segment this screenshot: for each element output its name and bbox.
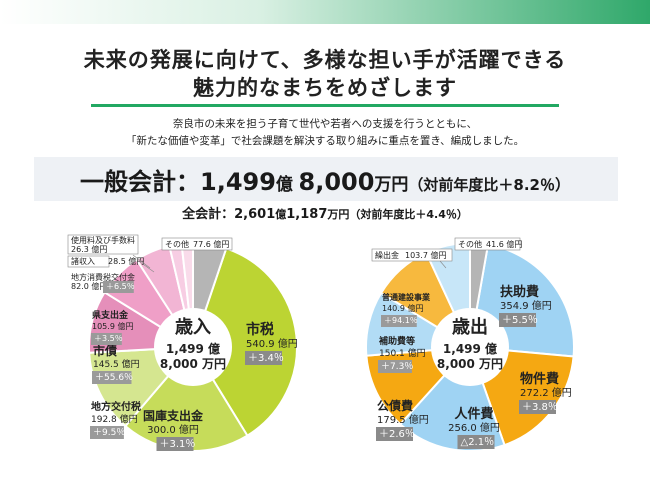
page-title-line2: 魅力的なまちをめざします bbox=[193, 76, 457, 100]
expenditure-change-0-bg bbox=[499, 313, 536, 327]
expenditure-change-5-bg bbox=[381, 315, 417, 327]
revenue-name-4: 県支出金 bbox=[92, 309, 129, 321]
general-account-band bbox=[34, 157, 618, 201]
general-account-change: （対前年度比＋8.2％） bbox=[408, 176, 570, 194]
general-account-summary: 一般会計：1,499億 8,000万円（対前年度比＋8.2％） bbox=[0, 162, 650, 197]
revenue-change-3: ＋55.6％ bbox=[95, 372, 133, 383]
top-gradient-bar bbox=[0, 0, 650, 24]
expenditure-change-2-bg bbox=[457, 435, 495, 449]
revenue-leader-7 bbox=[132, 254, 151, 269]
expenditure-leader-6 bbox=[439, 260, 447, 269]
revenue-value-7: 26.3 億円 bbox=[71, 244, 107, 254]
expenditure-name-0: 扶助費 bbox=[500, 284, 539, 300]
all-accounts-oku-unit: 億 bbox=[275, 208, 287, 221]
expenditure-value-5: 140.9 億円 bbox=[382, 303, 423, 313]
revenue-center-total-2: 8,000 万円 bbox=[160, 357, 226, 371]
revenue-name-3: 市債 bbox=[93, 343, 117, 358]
all-accounts-man-unit: 万円 bbox=[327, 208, 350, 221]
revenue-value-5: 82.0 億円 bbox=[71, 281, 107, 291]
revenue-center-hole bbox=[154, 308, 232, 386]
revenue-change-5-bg bbox=[103, 281, 134, 293]
revenue-value-1: 300.0 億円 bbox=[147, 423, 199, 436]
all-accounts-man: 1,187 bbox=[286, 207, 328, 222]
expenditure-change-4: ＋7.3％ bbox=[381, 361, 413, 372]
expenditure-name-1: 物件費 bbox=[520, 371, 559, 387]
revenue-value-2: 192.8 億円 bbox=[91, 413, 138, 425]
title-underline bbox=[91, 104, 559, 107]
all-accounts-label: 全会計： bbox=[182, 207, 235, 222]
revenue-center-title: 歳入 bbox=[175, 317, 211, 338]
expenditure-change-2: △2.1％ bbox=[461, 437, 495, 448]
expenditure-name-2: 人件費 bbox=[454, 406, 493, 422]
expenditure-change-0: ＋5.5％ bbox=[502, 315, 538, 326]
revenue-value-0: 540.9 億円 bbox=[246, 337, 298, 350]
revenue-name-7: 使用料及び手数料 bbox=[71, 235, 135, 245]
all-accounts-oku: 2,601 bbox=[234, 207, 276, 222]
expenditure-change-1-bg bbox=[519, 400, 556, 414]
expenditure-value-0: 354.9 億円 bbox=[500, 299, 552, 312]
general-account-man: 8,000 bbox=[298, 168, 375, 196]
revenue-value-4: 105.9 億円 bbox=[92, 321, 133, 331]
revenue-change-0: ＋3.4％ bbox=[248, 353, 284, 364]
expenditure-change-3: ＋2.6％ bbox=[379, 429, 415, 440]
revenue-name-1: 国庫支出金 bbox=[143, 408, 204, 423]
expenditure-change-1: ＋3.8％ bbox=[522, 402, 558, 413]
lead-text-line1: 奈良市の未来を担う子育て世代や若者への支援を行うとともに、 bbox=[172, 118, 478, 130]
expenditure-name-4: 補助費等 bbox=[378, 335, 415, 347]
expenditure-box-7 bbox=[454, 237, 521, 251]
expenditure-box-6 bbox=[371, 248, 453, 262]
revenue-change-1: ＋3.1％ bbox=[160, 439, 196, 450]
revenue-change-5: ＋6.5％ bbox=[106, 282, 135, 291]
all-accounts-change: （対前年度比＋4.4％） bbox=[349, 208, 468, 221]
revenue-name-5: 地方消費税交付金 bbox=[71, 272, 135, 282]
revenue-value-6: 28.5 億円 bbox=[108, 256, 144, 266]
revenue-change-0-bg bbox=[245, 351, 282, 365]
expenditure-value-7: 41.6 億円 bbox=[486, 239, 522, 249]
revenue-change-1-bg bbox=[156, 437, 194, 451]
revenue-value-3: 145.5 億円 bbox=[93, 358, 140, 370]
general-account-oku: 1,499 bbox=[200, 168, 276, 196]
expenditure-name-6: 繰出金 bbox=[375, 250, 399, 260]
expenditure-value-4: 150.1 億円 bbox=[379, 347, 426, 359]
revenue-change-2: ＋9.5％ bbox=[93, 427, 125, 438]
general-account-label: 一般会計： bbox=[80, 168, 200, 196]
revenue-box-8 bbox=[161, 237, 233, 251]
expenditure-name-3: 公債費 bbox=[377, 398, 413, 413]
revenue-value-8: 77.6 億円 bbox=[193, 239, 229, 249]
expenditure-name-5: 普通建設事業 bbox=[382, 292, 431, 302]
expenditure-change-4-bg bbox=[378, 360, 412, 373]
revenue-center-total-1: 1,499 億 bbox=[166, 341, 220, 356]
expenditure-value-2: 256.0 億円 bbox=[448, 421, 500, 434]
page-title-line1: 未来の発展に向けて、多様な担い手が活躍できる bbox=[83, 48, 567, 72]
revenue-name-0: 市税 bbox=[246, 321, 274, 338]
revenue-name-2: 地方交付税 bbox=[91, 400, 141, 413]
revenue-change-2-bg bbox=[90, 426, 124, 439]
revenue-box-7 bbox=[67, 234, 139, 255]
expenditure-center-total-2: 8,000 万円 bbox=[437, 357, 503, 371]
revenue-leader-6 bbox=[139, 261, 155, 273]
revenue-name-6: 諸収入 bbox=[71, 256, 95, 266]
expenditure-change-3-bg bbox=[376, 427, 413, 441]
revenue-change-4-bg bbox=[91, 333, 122, 345]
expenditure-name-7: その他 bbox=[458, 239, 482, 249]
general-account-man-unit: 万円 bbox=[374, 175, 409, 195]
expenditure-value-1: 272.2 億円 bbox=[520, 386, 572, 399]
revenue-name-8: その他 bbox=[165, 239, 189, 249]
expenditure-center-title: 歳出 bbox=[452, 316, 488, 338]
revenue-box-6 bbox=[67, 255, 110, 268]
expenditure-change-5: ＋94.1％ bbox=[384, 316, 418, 325]
expenditure-value-3: 179.5 億円 bbox=[377, 413, 429, 426]
expenditure-center-hole bbox=[431, 308, 509, 386]
revenue-change-4: ＋3.5％ bbox=[94, 334, 123, 343]
expenditure-value-6: 103.7 億円 bbox=[405, 250, 446, 260]
lead-text-line2: 「新たな価値や変革」で社会課題を解決する取り組みに重点を置き、編成しました。 bbox=[125, 135, 525, 147]
revenue-change-3-bg bbox=[92, 371, 132, 384]
expenditure-center-total-1: 1,499 億 bbox=[443, 341, 497, 356]
general-account-oku-unit: 億 bbox=[275, 175, 293, 195]
all-accounts-summary: 全会計：2,601億1,187万円（対前年度比＋4.4％） bbox=[0, 203, 650, 222]
